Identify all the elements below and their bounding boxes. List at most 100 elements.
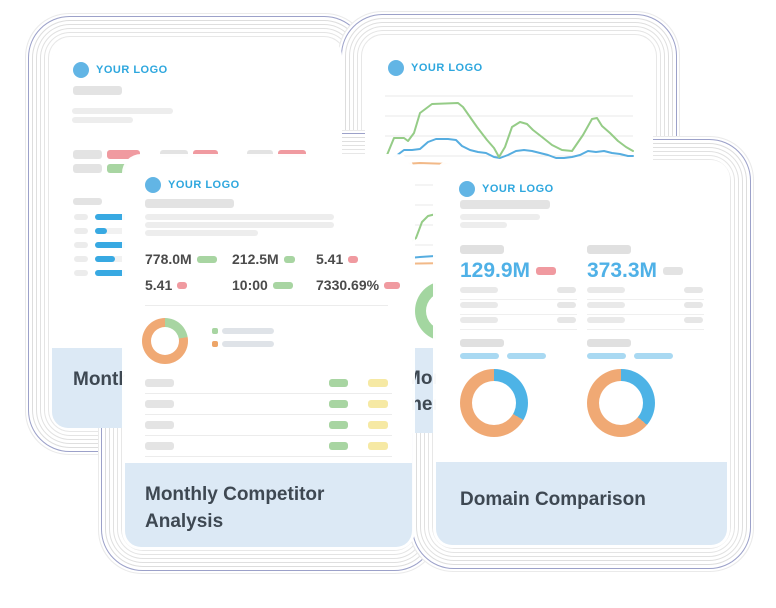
trend-badge — [278, 150, 306, 159]
keyword-bar — [507, 353, 546, 359]
metric-rows — [587, 285, 704, 330]
logo: YOUR LOGO — [459, 181, 554, 197]
domain-columns: 129.9M 373.3M — [460, 245, 714, 445]
row-label-placeholder — [587, 287, 625, 293]
bar-label-placeholder — [74, 270, 88, 276]
bar-value — [95, 228, 107, 234]
metric-row — [587, 300, 704, 315]
bar-track — [95, 256, 132, 262]
donut-chart — [460, 369, 528, 437]
status-badge-yellow — [368, 442, 388, 450]
row-label-placeholder — [587, 302, 625, 308]
table-row — [145, 373, 392, 394]
template-card-monthly-competitor-analysis[interactable]: YOUR LOGO 778.0M 212.5M 5.41 5.41 — [125, 157, 412, 547]
bar-track — [95, 270, 132, 276]
logo-dot-icon — [145, 177, 161, 193]
legend-swatch-icon — [212, 341, 218, 347]
donut-chart — [587, 369, 655, 437]
template-title-line1: Monthly Competitor — [145, 484, 325, 505]
metric-badge-pair — [73, 150, 160, 159]
logo: YOUR LOGO — [145, 177, 240, 193]
status-badge-yellow — [368, 400, 388, 408]
row-value-placeholder — [684, 317, 703, 323]
row-value-placeholder — [684, 302, 703, 308]
row-value-placeholder — [557, 302, 576, 308]
horizontal-bar-chart — [74, 214, 132, 284]
legend-item — [212, 341, 274, 347]
domain-label-placeholder — [587, 245, 631, 254]
text-placeholder — [460, 222, 507, 228]
bar-row — [74, 242, 132, 248]
metric-row — [460, 315, 577, 330]
bar-value — [95, 256, 115, 262]
trend-badge — [663, 267, 684, 275]
title-placeholder — [73, 86, 122, 95]
blue-series-line — [386, 138, 634, 163]
text-placeholder — [145, 222, 334, 228]
row-value-placeholder — [557, 317, 576, 323]
keyword-bar — [634, 353, 673, 359]
kpi-stat: 5.41 — [145, 272, 232, 298]
legend-swatch-icon — [212, 328, 218, 334]
label-placeholder — [247, 150, 273, 159]
keyword-bar — [587, 353, 626, 359]
comparison-table — [145, 373, 392, 457]
trend-badge — [272, 281, 293, 289]
domain-column: 129.9M — [460, 245, 587, 445]
metric-badge-pair — [160, 150, 247, 159]
metric-row — [460, 300, 577, 315]
bar-row — [74, 256, 132, 262]
kpi-stat: 7330.69% — [316, 272, 412, 298]
trend-badge — [107, 150, 140, 159]
logo-text: YOUR LOGO — [411, 62, 483, 74]
kpi-stat: 778.0M — [145, 246, 232, 272]
metric-row — [587, 315, 704, 330]
template-card-domain-comparison[interactable]: YOUR LOGO 129.9M — [436, 163, 727, 545]
trend-badge — [536, 267, 557, 275]
trend-badge — [107, 164, 140, 173]
row-label-placeholder — [145, 379, 174, 387]
kpi-value: 212.5M — [232, 251, 279, 267]
metric-badge-pair — [73, 164, 160, 173]
bar-track — [95, 228, 132, 234]
metric-row — [587, 285, 704, 300]
logo-dot-icon — [459, 181, 475, 197]
green-series-line — [386, 102, 634, 158]
template-title: Monthly Competitor Analysis — [145, 481, 324, 535]
kpi-stat: 5.41 — [316, 246, 412, 272]
card-footer: Monthly Competitor Analysis — [125, 463, 412, 547]
status-badge-green — [329, 421, 348, 429]
row-label-placeholder — [145, 442, 174, 450]
kpi-stat: 10:00 — [232, 272, 316, 298]
bar-label-placeholder — [74, 256, 88, 262]
text-placeholder — [72, 108, 173, 114]
logo-text: YOUR LOGO — [482, 183, 554, 195]
row-label-placeholder — [587, 317, 625, 323]
card-footer: Domain Comparison — [436, 462, 727, 545]
logo-dot-icon — [388, 60, 404, 76]
metric-row — [460, 285, 577, 300]
kpi-value: 10:00 — [232, 277, 268, 293]
row-value-placeholder — [684, 287, 703, 293]
kpi-stats-grid: 778.0M 212.5M 5.41 5.41 10:00 7330.69% — [145, 246, 412, 298]
kpi-stat: 212.5M — [232, 246, 316, 272]
kpi-value: 778.0M — [145, 251, 192, 267]
status-badge-green — [329, 400, 348, 408]
title-placeholder — [145, 199, 234, 208]
status-badge-green — [329, 442, 348, 450]
logo-text: YOUR LOGO — [96, 64, 168, 76]
section-label-placeholder — [587, 339, 631, 347]
divider — [145, 305, 388, 306]
row-label-placeholder — [145, 400, 174, 408]
bar-row — [74, 214, 132, 220]
table-row — [145, 436, 392, 457]
traffic-value: 129.9M — [460, 259, 531, 282]
template-title: Domain Comparison — [460, 489, 646, 510]
title-placeholder — [460, 200, 550, 209]
text-placeholder — [460, 214, 540, 220]
trend-badge — [384, 281, 401, 289]
traffic-value: 373.3M — [587, 259, 658, 282]
bar-value — [95, 270, 132, 276]
legend-label-placeholder — [222, 341, 274, 347]
